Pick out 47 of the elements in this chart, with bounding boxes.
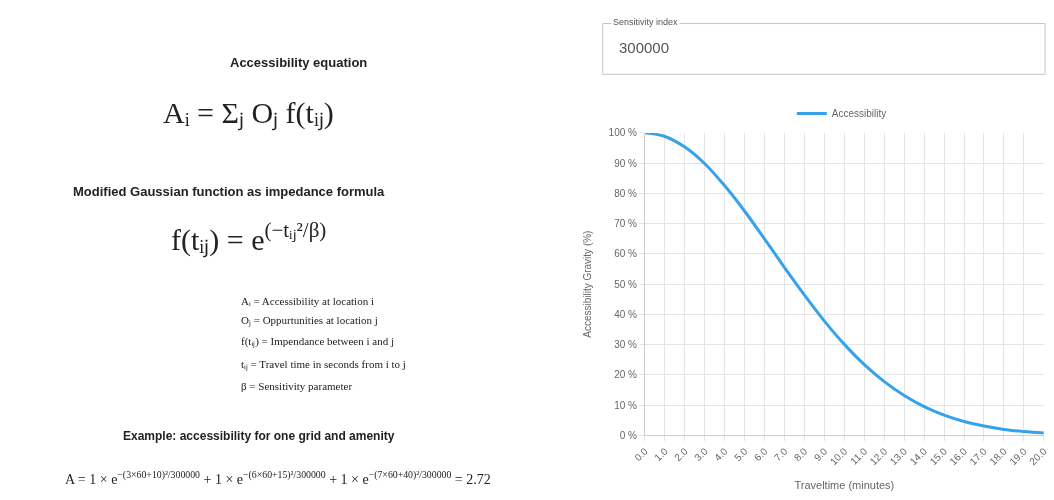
text: Oⱼ = Oppurtunities at location j (241, 314, 378, 327)
x-tick-label: 4.0 (712, 445, 730, 464)
text: Modified Gaussian function as impedance formula (73, 184, 386, 199)
y-tick-label: 0 % (619, 429, 638, 441)
text: Sensitivity index (613, 17, 679, 27)
x-axis-title: Traveltime (minutes) (794, 479, 895, 492)
x-tick-label: 3.0 (692, 445, 711, 464)
text: f(tᵢⱼ) = Impendance between i and j (241, 335, 394, 348)
x-tick-label: 12.0 (867, 445, 890, 468)
y-tick-label: 60 % (614, 248, 638, 260)
text: Aᵢ = Σⱼ Oⱼ f(tᵢⱼ) (163, 96, 334, 131)
x-tick-label: 11.0 (848, 445, 870, 467)
x-tick-label: 1.0 (652, 445, 671, 464)
x-tick-label: 19.0 (1007, 445, 1030, 468)
y-tick-label: 80 % (614, 187, 638, 199)
y-tick-label: 70 % (614, 218, 638, 230)
x-tick-label: 5.0 (732, 445, 750, 464)
x-tick-label: 9.0 (811, 445, 830, 464)
y-tick-label: 50 % (614, 278, 638, 290)
y-tick-label: 100 % (608, 127, 638, 139)
text: f(tᵢⱼ) = e$^{(−tᵢⱼ²/β)}$ (171, 218, 327, 258)
y-tick-label: 30 % (614, 339, 638, 351)
x-tick-label: 16.0 (947, 445, 970, 468)
x-tick-label: 14.0 (907, 445, 930, 468)
x-tick-label: 18.0 (987, 445, 1010, 468)
text: Accessibility equation (230, 55, 368, 70)
text: Aᵢ = Accessibility at location i (241, 295, 374, 307)
legend-label: Accessibility (831, 108, 887, 120)
y-tick-label: 40 % (614, 308, 638, 320)
x-tick-label: 6.0 (751, 445, 770, 464)
y-tick-label: 20 % (614, 369, 638, 381)
text: A = 1 × e$^{−(3×60+10)²/300000}$ + 1 × e$^{−(6×60+15)²/300000}$ + 1 × e$^{−(7×60+40)²/300000}$ = 2.72 (65, 469, 491, 487)
x-tick-label: 0.0 (632, 445, 651, 464)
text: 300000 (619, 39, 670, 56)
text: β = Sensitivity parameter (241, 380, 353, 392)
text: tᵢⱼ = Travel time in seconds from i to j (241, 358, 406, 371)
x-tick-label: 15.0 (927, 445, 950, 468)
x-tick-label: 2.0 (672, 445, 691, 464)
y-axis-title: Accessibility Gravity (%) (581, 230, 593, 338)
x-tick-label: 17.0 (967, 445, 990, 468)
text: Example: accessibility for one grid and amenity (123, 429, 395, 443)
x-tick-label: 8.0 (791, 445, 810, 464)
x-tick-label: 7.0 (771, 445, 790, 464)
y-tick-label: 90 % (614, 157, 638, 169)
y-tick-label: 10 % (614, 399, 638, 411)
x-tick-label: 10.0 (827, 445, 850, 468)
x-tick-label: 13.0 (887, 445, 910, 468)
